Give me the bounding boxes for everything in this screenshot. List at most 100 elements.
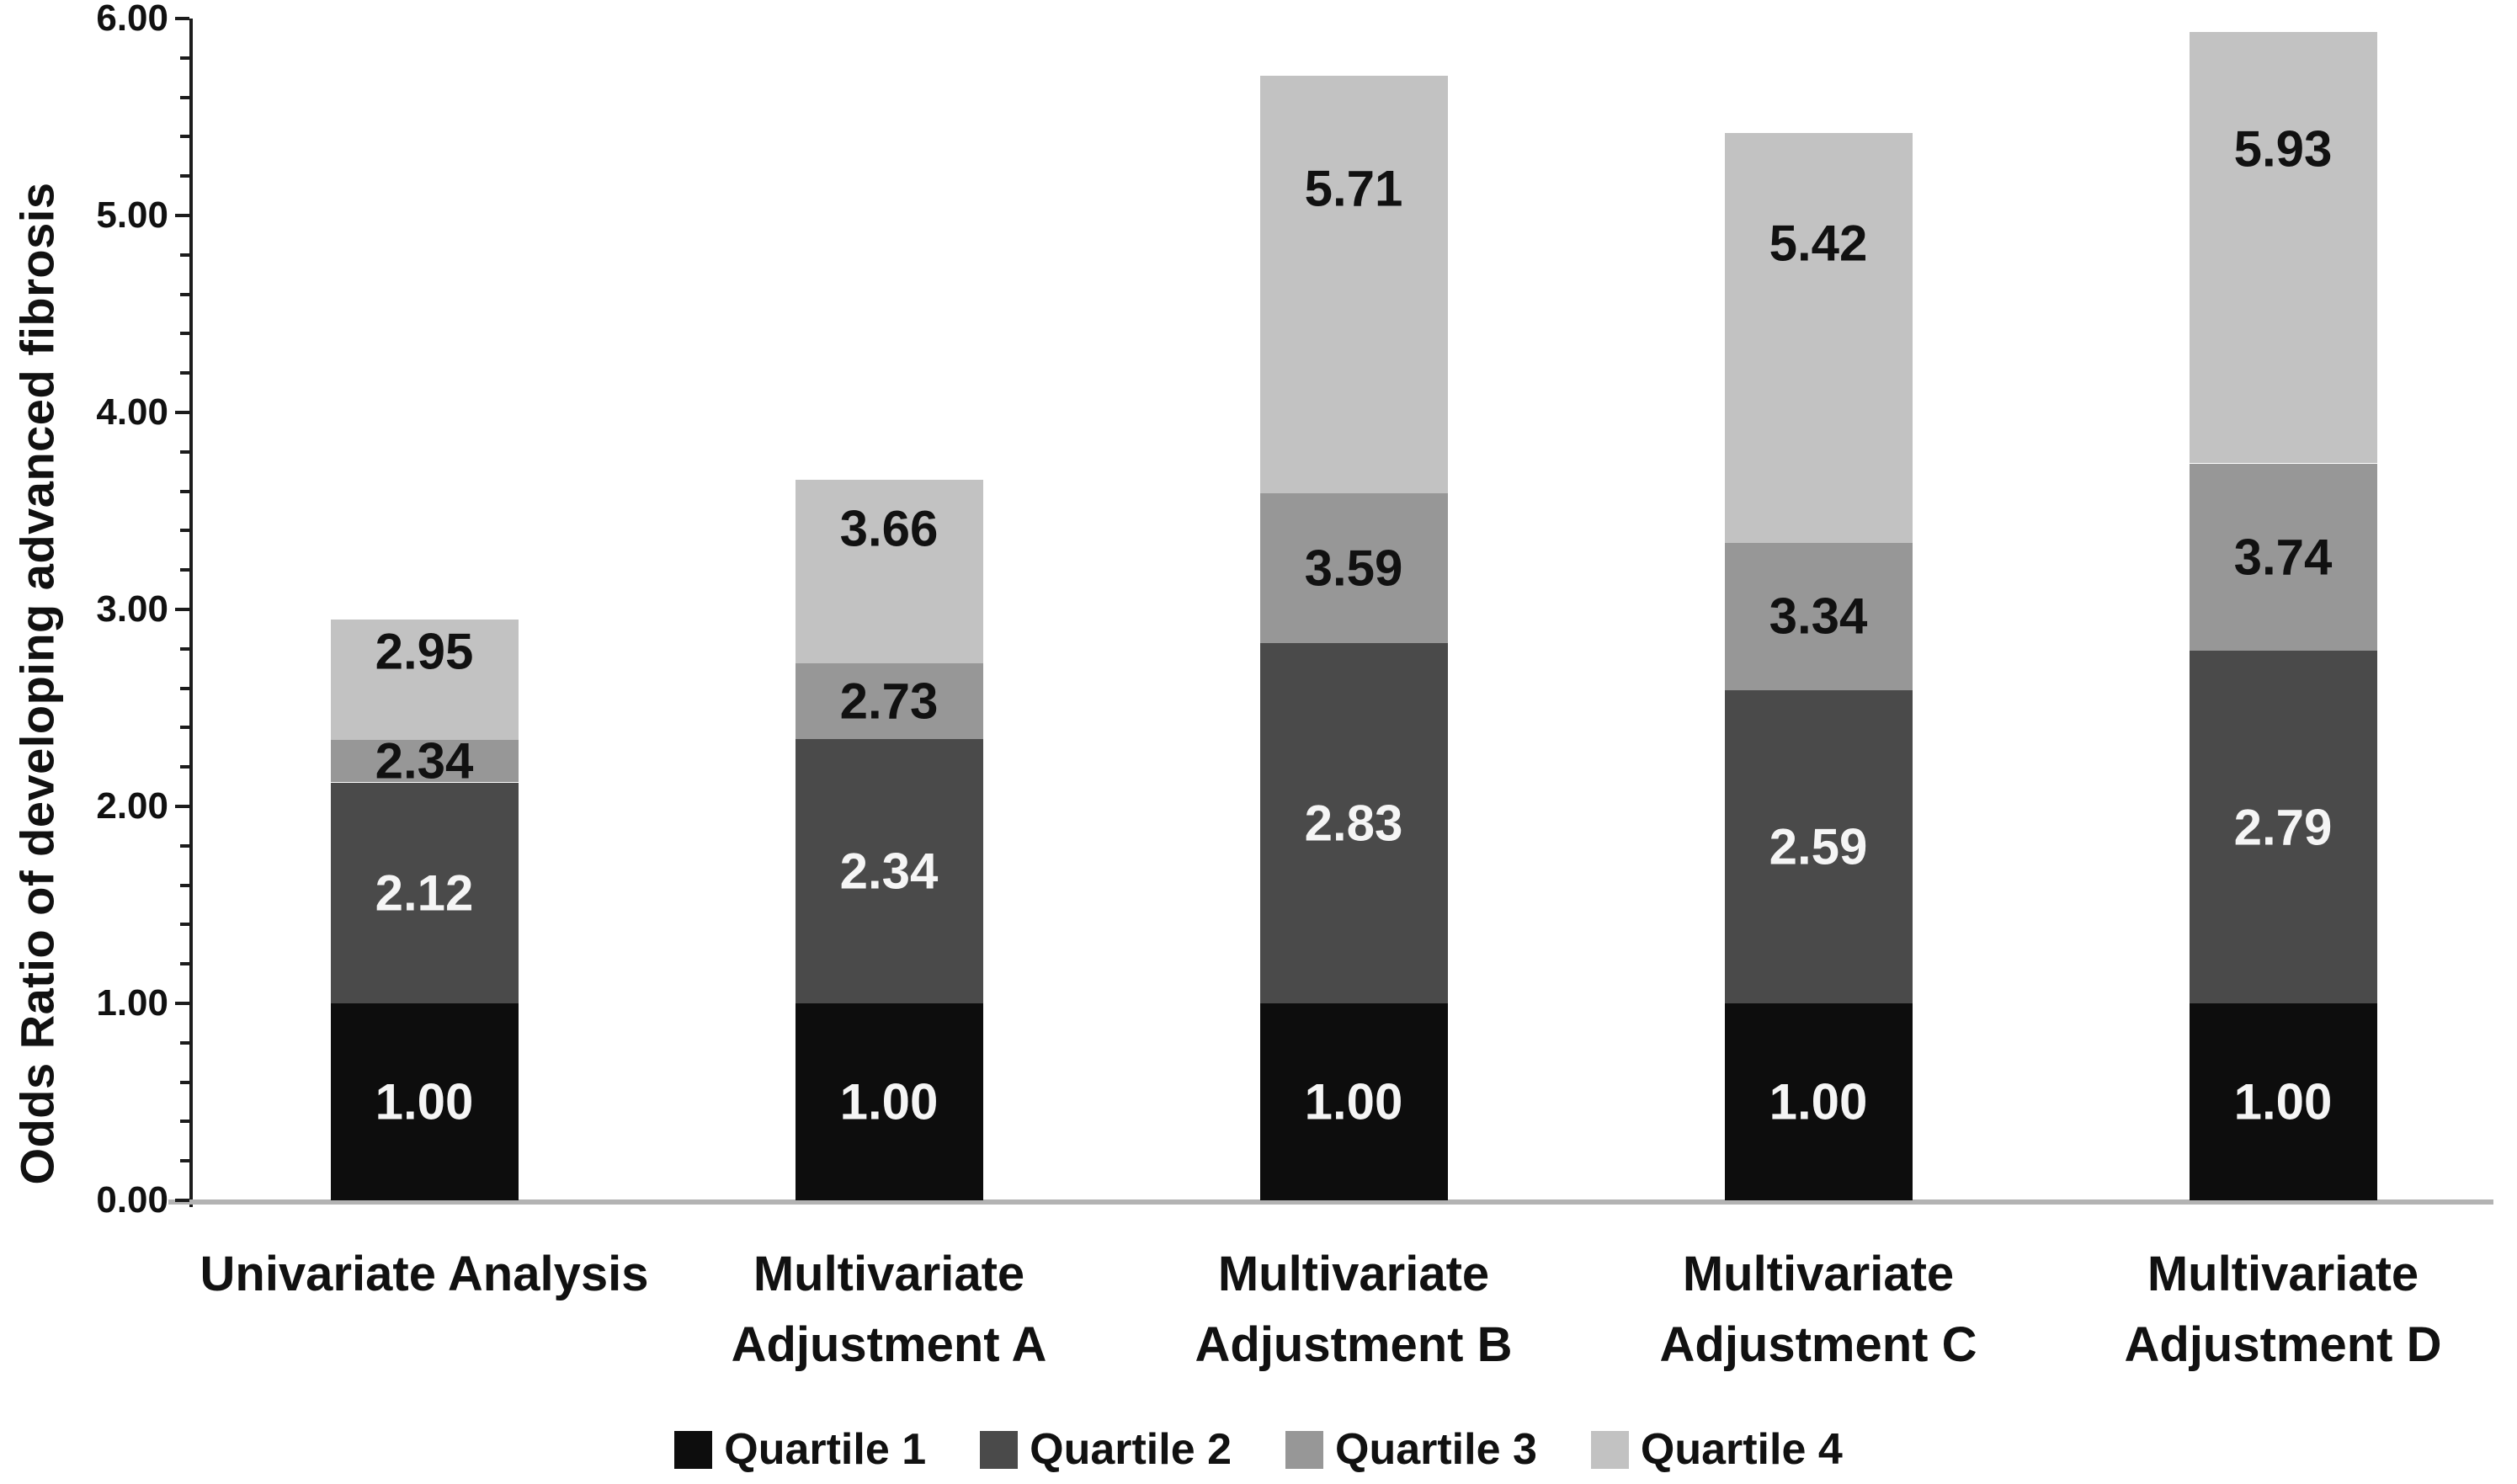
y-minor-tick xyxy=(180,174,189,178)
bar-value-label: 2.73 xyxy=(839,673,939,730)
bar-segment-quartile-3 xyxy=(1260,493,1448,643)
y-tick-label: 1.00 xyxy=(96,982,168,1024)
y-minor-tick xyxy=(180,56,189,60)
y-axis-line xyxy=(189,19,193,1207)
y-major-tick xyxy=(175,1002,189,1005)
y-minor-tick xyxy=(180,884,189,887)
y-minor-tick xyxy=(180,332,189,335)
y-minor-tick xyxy=(180,962,189,965)
legend-item: Quartile 1 xyxy=(674,1424,926,1475)
y-minor-tick xyxy=(180,726,189,729)
y-minor-tick xyxy=(180,96,189,99)
bar-segment-quartile-3 xyxy=(2190,464,2377,651)
y-axis-title: Odds Ratio of developing advanced fibros… xyxy=(10,182,64,1185)
legend-item: Quartile 2 xyxy=(980,1424,1232,1475)
x-category-label: Multivariate Adjustment D xyxy=(2124,1247,2442,1372)
bar-value-label: 2.34 xyxy=(839,843,939,900)
x-category-label: Multivariate Adjustment B xyxy=(1195,1247,1513,1372)
bar-segment-quartile-1 xyxy=(2190,1003,2377,1200)
y-minor-tick xyxy=(180,529,189,532)
bar-value-label: 2.34 xyxy=(375,732,474,790)
y-minor-tick xyxy=(180,1159,189,1162)
bar-segment-quartile-1 xyxy=(796,1003,983,1200)
y-tick-label: 3.00 xyxy=(96,588,168,630)
y-minor-tick xyxy=(180,371,189,375)
x-category-label: Multivariate Adjustment C xyxy=(1659,1247,1977,1372)
legend-item: Quartile 4 xyxy=(1590,1424,1843,1475)
bar-value-label: 3.34 xyxy=(1769,588,1868,645)
legend-item: Quartile 3 xyxy=(1285,1424,1537,1475)
y-minor-tick xyxy=(180,450,189,454)
bar-segment-quartile-4 xyxy=(2190,32,2377,463)
bar-segment-quartile-2 xyxy=(331,783,519,1003)
y-tick-label: 4.00 xyxy=(96,391,168,433)
y-major-tick xyxy=(175,214,189,217)
y-minor-tick xyxy=(180,765,189,769)
bar-segment-quartile-3 xyxy=(1725,542,1913,690)
bar-segment-quartile-1 xyxy=(331,1003,519,1200)
bar-value-label: 1.00 xyxy=(1304,1073,1403,1130)
bar-value-label: 3.74 xyxy=(2233,529,2333,586)
legend: Quartile 1 Quartile 2 Quartile 3 Quartile 4 xyxy=(0,1424,2517,1475)
bar-segment-quartile-2 xyxy=(2190,651,2377,1003)
legend-label: Quartile 3 xyxy=(1335,1425,1537,1474)
bar-segment-quartile-4 xyxy=(1260,76,1448,493)
x-axis-line xyxy=(168,1199,2493,1205)
legend-label: Quartile 4 xyxy=(1640,1425,1843,1474)
y-minor-tick xyxy=(180,568,189,572)
bar-value-label: 3.59 xyxy=(1304,540,1403,597)
y-tick-label: 6.00 xyxy=(96,0,168,39)
bar-value-label: 5.71 xyxy=(1304,160,1403,217)
legend-label: Quartile 1 xyxy=(724,1425,927,1474)
bar-segment-quartile-2 xyxy=(1260,643,1448,1003)
y-tick-label: 2.00 xyxy=(96,785,168,827)
bar-value-label: 2.79 xyxy=(2233,799,2333,856)
y-minor-tick xyxy=(180,687,189,690)
bar-value-label: 3.66 xyxy=(839,500,939,557)
bar-value-label: 2.83 xyxy=(1304,795,1403,852)
bar-segment-quartile-4 xyxy=(331,620,519,740)
y-major-tick xyxy=(175,411,189,414)
bar-value-label: 1.00 xyxy=(1769,1073,1868,1130)
y-tick-label: 5.00 xyxy=(96,194,168,236)
y-minor-tick xyxy=(180,253,189,257)
bar-segment-quartile-4 xyxy=(796,480,983,663)
y-tick-label: 0.00 xyxy=(96,1179,168,1221)
y-minor-tick xyxy=(180,293,189,296)
bar-value-label: 1.00 xyxy=(2233,1073,2333,1130)
x-category-label: Multivariate Adjustment A xyxy=(731,1247,1047,1372)
bar-segment-quartile-4 xyxy=(1725,133,1913,543)
bar-value-label: 1.00 xyxy=(375,1073,474,1130)
legend-swatch-quartile-3 xyxy=(1285,1430,1323,1469)
bar-value-label: 2.59 xyxy=(1769,818,1868,875)
y-minor-tick xyxy=(180,1041,189,1045)
y-major-tick xyxy=(175,17,189,20)
y-minor-tick xyxy=(180,844,189,848)
y-minor-tick xyxy=(180,1120,189,1123)
legend-swatch-quartile-1 xyxy=(674,1430,713,1469)
bar-segment-quartile-2 xyxy=(1725,690,1913,1003)
y-major-tick xyxy=(175,608,189,611)
bar-value-label: 2.12 xyxy=(375,864,474,922)
y-major-tick xyxy=(175,1199,189,1202)
y-minor-tick xyxy=(180,135,189,138)
y-major-tick xyxy=(175,805,189,808)
legend-swatch-quartile-4 xyxy=(1590,1430,1629,1469)
bar-segment-quartile-1 xyxy=(1260,1003,1448,1200)
legend-swatch-quartile-2 xyxy=(980,1430,1019,1469)
bar-segment-quartile-3 xyxy=(796,662,983,739)
bar-segment-quartile-3 xyxy=(331,739,519,782)
bar-value-label: 1.00 xyxy=(839,1073,939,1130)
x-category-label: Univariate Analysis xyxy=(200,1247,649,1301)
bar-value-label: 5.93 xyxy=(2233,120,2333,178)
bar-segment-quartile-2 xyxy=(796,739,983,1003)
legend-label: Quartile 2 xyxy=(1030,1425,1232,1474)
y-minor-tick xyxy=(180,490,189,493)
y-minor-tick xyxy=(180,1081,189,1084)
bar-segment-quartile-1 xyxy=(1725,1003,1913,1200)
y-minor-tick xyxy=(180,647,189,651)
bar-value-label: 5.42 xyxy=(1769,215,1868,272)
bar-value-label: 2.95 xyxy=(375,623,474,680)
y-minor-tick xyxy=(180,923,189,926)
